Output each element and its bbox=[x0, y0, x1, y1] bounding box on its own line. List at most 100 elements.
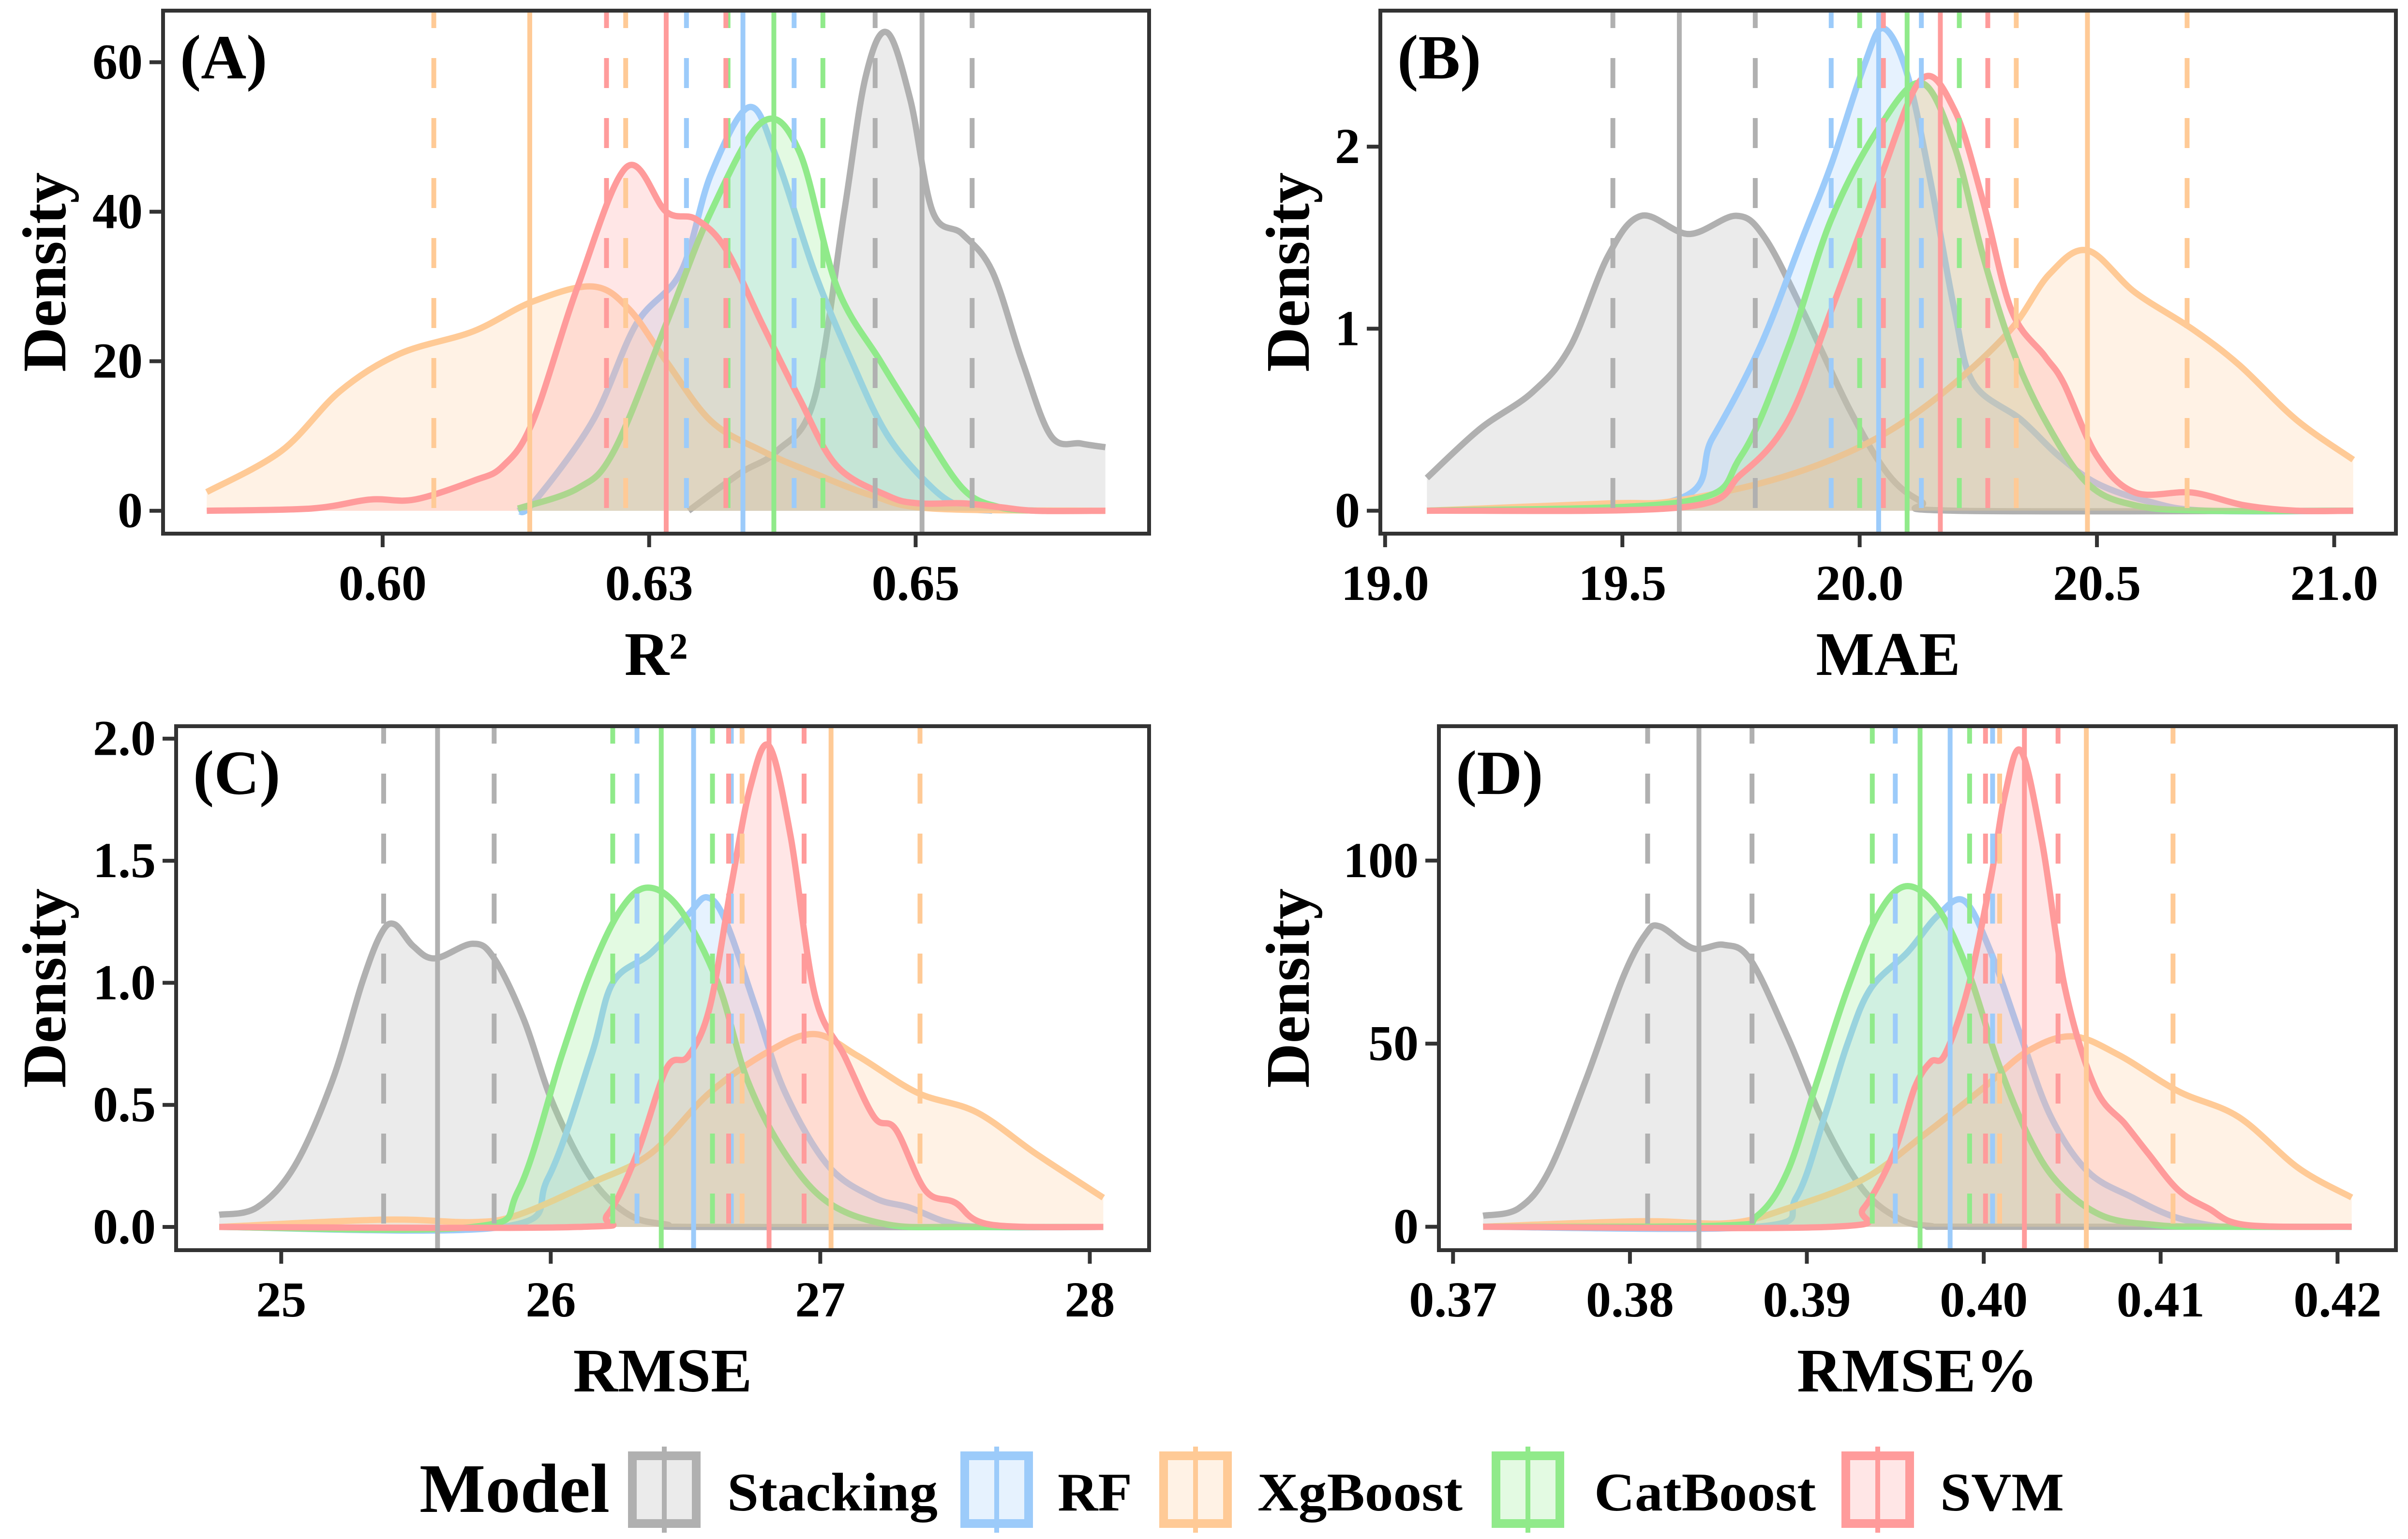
density-curve-rf bbox=[516, 104, 993, 516]
panel-border bbox=[1437, 724, 2398, 1252]
x-tick-label: 28 bbox=[1064, 1272, 1115, 1328]
x-tick-label: 0.37 bbox=[1409, 1272, 1497, 1328]
y-axis-title: Density bbox=[1254, 888, 1322, 1088]
density-fill-svm bbox=[1483, 749, 2352, 1228]
legend-item-svm: SVM bbox=[1841, 1447, 2064, 1533]
legend-label: RF bbox=[1058, 1463, 1132, 1523]
panel-border bbox=[1378, 9, 2398, 536]
plot-area bbox=[1424, 11, 2355, 534]
legend: Model Stacking RF XgBoost CatBoost SVM bbox=[419, 1447, 2064, 1533]
x-tick-label: 25 bbox=[256, 1272, 306, 1328]
x-tick-label: 19.0 bbox=[1341, 555, 1429, 611]
panel-border bbox=[174, 724, 1151, 1252]
panel-a: 0.60 0.63 0.65 0 20 40 60 (A) R² Density bbox=[10, 9, 1151, 688]
x-tick-label: 0.39 bbox=[1763, 1272, 1851, 1328]
plot-area bbox=[205, 11, 1106, 534]
x-tick-label: 0.41 bbox=[2117, 1272, 2205, 1328]
density-fill-stacking bbox=[688, 31, 1106, 511]
legend-label: XgBoost bbox=[1257, 1463, 1463, 1523]
legend-label: Stacking bbox=[727, 1463, 938, 1523]
panel-label: (C) bbox=[193, 738, 280, 808]
density-curve-catboost bbox=[219, 884, 1104, 1233]
legend-item-stacking: Stacking bbox=[628, 1447, 938, 1533]
y-tick-label: 1.0 bbox=[93, 955, 156, 1010]
density-fill-catboost bbox=[1483, 886, 2352, 1227]
density-fill-stacking bbox=[1427, 215, 2353, 511]
plot-area bbox=[218, 726, 1105, 1250]
y-tick-label: 0.0 bbox=[93, 1199, 156, 1255]
y-axis-title: Density bbox=[10, 888, 79, 1088]
y-tick-label: 40 bbox=[92, 184, 143, 239]
density-curve-xgboost bbox=[219, 1031, 1105, 1230]
x-tick-label: 0.65 bbox=[871, 555, 959, 611]
legend-key bbox=[960, 1447, 1033, 1533]
density-curve-svm bbox=[1483, 746, 2352, 1231]
x-tick-label: 0.42 bbox=[2293, 1272, 2381, 1328]
legend-item-rf: RF bbox=[960, 1447, 1132, 1533]
panel-label: (B) bbox=[1397, 23, 1481, 92]
y-tick-label: 1 bbox=[1335, 300, 1360, 356]
density-fill-svm bbox=[1427, 75, 2353, 511]
y-axis-title: Density bbox=[1254, 172, 1322, 372]
legend-item-xgboost: XgBoost bbox=[1159, 1447, 1463, 1533]
y-tick-label: 50 bbox=[1368, 1016, 1419, 1071]
density-curve-stacking bbox=[687, 29, 1106, 513]
legend-items: Stacking RF XgBoost CatBoost SVM bbox=[628, 1447, 2064, 1533]
density-fill-xgboost bbox=[207, 286, 1106, 511]
density-curve-stacking bbox=[1424, 212, 2353, 515]
legend-item-catboost: CatBoost bbox=[1492, 1447, 1816, 1533]
y-axis-title: Density bbox=[10, 172, 79, 372]
density-fill-xgboost bbox=[1427, 250, 2353, 511]
density-fill-stacking bbox=[219, 923, 1104, 1227]
y-tick-label: 0.5 bbox=[93, 1077, 156, 1133]
x-axis-title: RMSE bbox=[573, 1336, 752, 1405]
x-tick-label: 0.40 bbox=[1940, 1272, 2028, 1328]
y-tick-label: 0 bbox=[1393, 1199, 1419, 1255]
panel-b: 19.0 19.5 20.0 20.5 21.0 0 1 2 (B) MAE Density bbox=[1254, 9, 2398, 688]
density-fill-catboost bbox=[518, 119, 1036, 511]
legend-label: CatBoost bbox=[1594, 1463, 1816, 1523]
density-fill-rf bbox=[1483, 899, 2352, 1229]
y-tick-label: 1.5 bbox=[93, 833, 156, 888]
density-fill-rf bbox=[1427, 28, 2353, 511]
x-tick-label: 0.38 bbox=[1586, 1272, 1674, 1328]
y-tick-label: 2 bbox=[1335, 119, 1360, 174]
x-axis-title: MAE bbox=[1816, 620, 1960, 688]
y-tick-label: 20 bbox=[92, 333, 143, 389]
y-tick-label: 60 bbox=[92, 34, 143, 90]
legend-key bbox=[628, 1447, 701, 1533]
y-tick-label: 0 bbox=[1335, 483, 1360, 538]
x-tick-label: 0.60 bbox=[339, 555, 427, 611]
legend-key bbox=[1159, 1447, 1232, 1533]
panel-c: 25 26 27 28 0.0 0.5 1.0 1.5 2.0 (C) RMSE Density bbox=[10, 711, 1151, 1405]
x-tick-label: 27 bbox=[795, 1272, 845, 1328]
x-tick-label: 19.5 bbox=[1578, 555, 1666, 611]
legend-key bbox=[1841, 1447, 1914, 1533]
density-fill-svm bbox=[207, 164, 1106, 511]
panel-label: (A) bbox=[180, 23, 267, 92]
x-tick-label: 20.0 bbox=[1816, 555, 1904, 611]
panel-d: 0.37 0.38 0.39 0.40 0.41 0.42 0 50 100 (D) RMSE% De… bbox=[1254, 724, 2398, 1405]
density-fill-catboost bbox=[1427, 82, 2353, 511]
density-curve-catboost bbox=[1483, 883, 2352, 1230]
panel-label: (D) bbox=[1456, 738, 1543, 808]
x-axis-title: R² bbox=[625, 620, 688, 688]
y-tick-label: 2.0 bbox=[93, 711, 156, 766]
density-fill-xgboost bbox=[219, 1034, 1104, 1227]
panel-border bbox=[161, 9, 1151, 536]
x-tick-label: 26 bbox=[525, 1272, 576, 1328]
density-curve-svm bbox=[1427, 73, 2353, 514]
legend-key bbox=[1492, 1447, 1564, 1533]
x-tick-label: 20.5 bbox=[2053, 555, 2141, 611]
x-tick-label: 21.0 bbox=[2290, 555, 2378, 611]
x-axis-title: RMSE% bbox=[1797, 1336, 2038, 1405]
y-tick-label: 0 bbox=[118, 483, 143, 538]
legend-title: Model bbox=[419, 1450, 610, 1527]
density-fill-xgboost bbox=[1483, 1036, 2352, 1227]
density-curve-svm bbox=[219, 741, 1104, 1231]
y-tick-label: 100 bbox=[1343, 833, 1419, 888]
plot-area bbox=[1482, 726, 2353, 1250]
x-tick-label: 0.63 bbox=[605, 555, 693, 611]
